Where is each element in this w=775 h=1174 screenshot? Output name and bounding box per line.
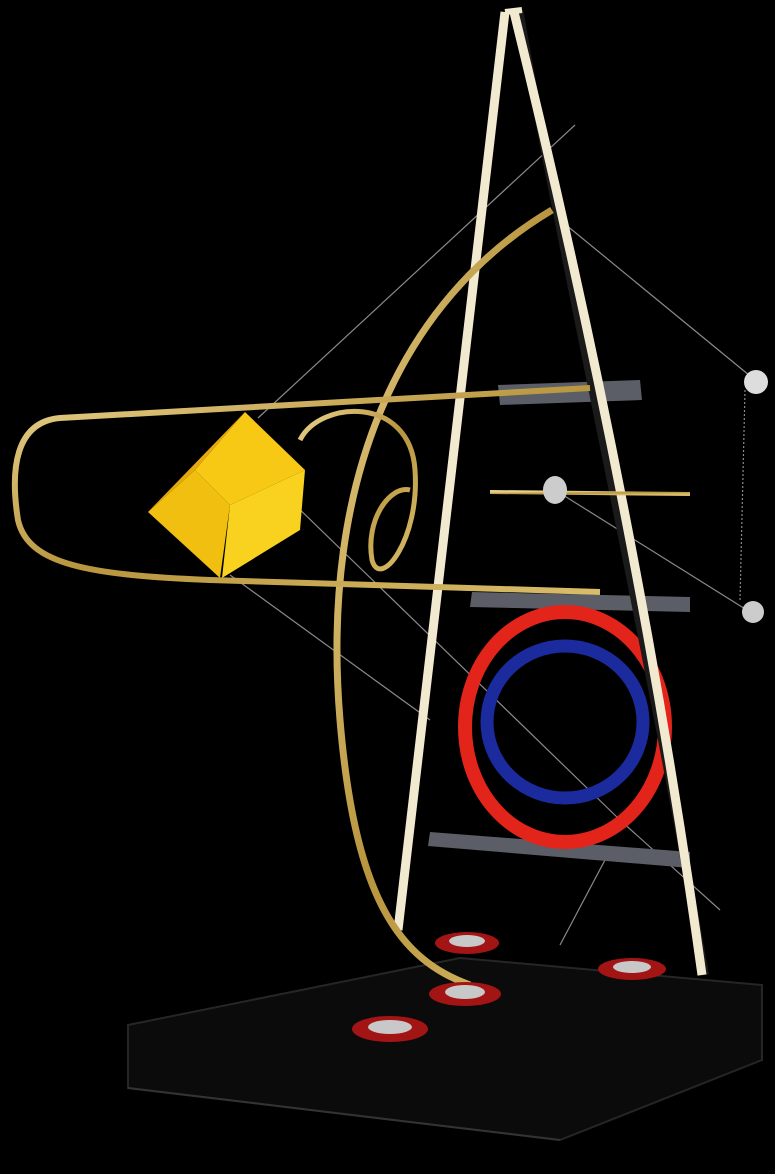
rod <box>490 492 690 494</box>
disc <box>744 370 768 394</box>
cup-center <box>449 935 485 947</box>
cup-center <box>368 1020 412 1034</box>
cup-center <box>445 985 485 999</box>
cup-center <box>613 961 651 973</box>
sculpture-photo <box>0 0 775 1174</box>
disc <box>543 476 567 504</box>
page: (() => { const data = JSON.parse(documen… <box>0 0 775 1174</box>
disc <box>742 601 764 623</box>
frame-top <box>505 10 522 12</box>
